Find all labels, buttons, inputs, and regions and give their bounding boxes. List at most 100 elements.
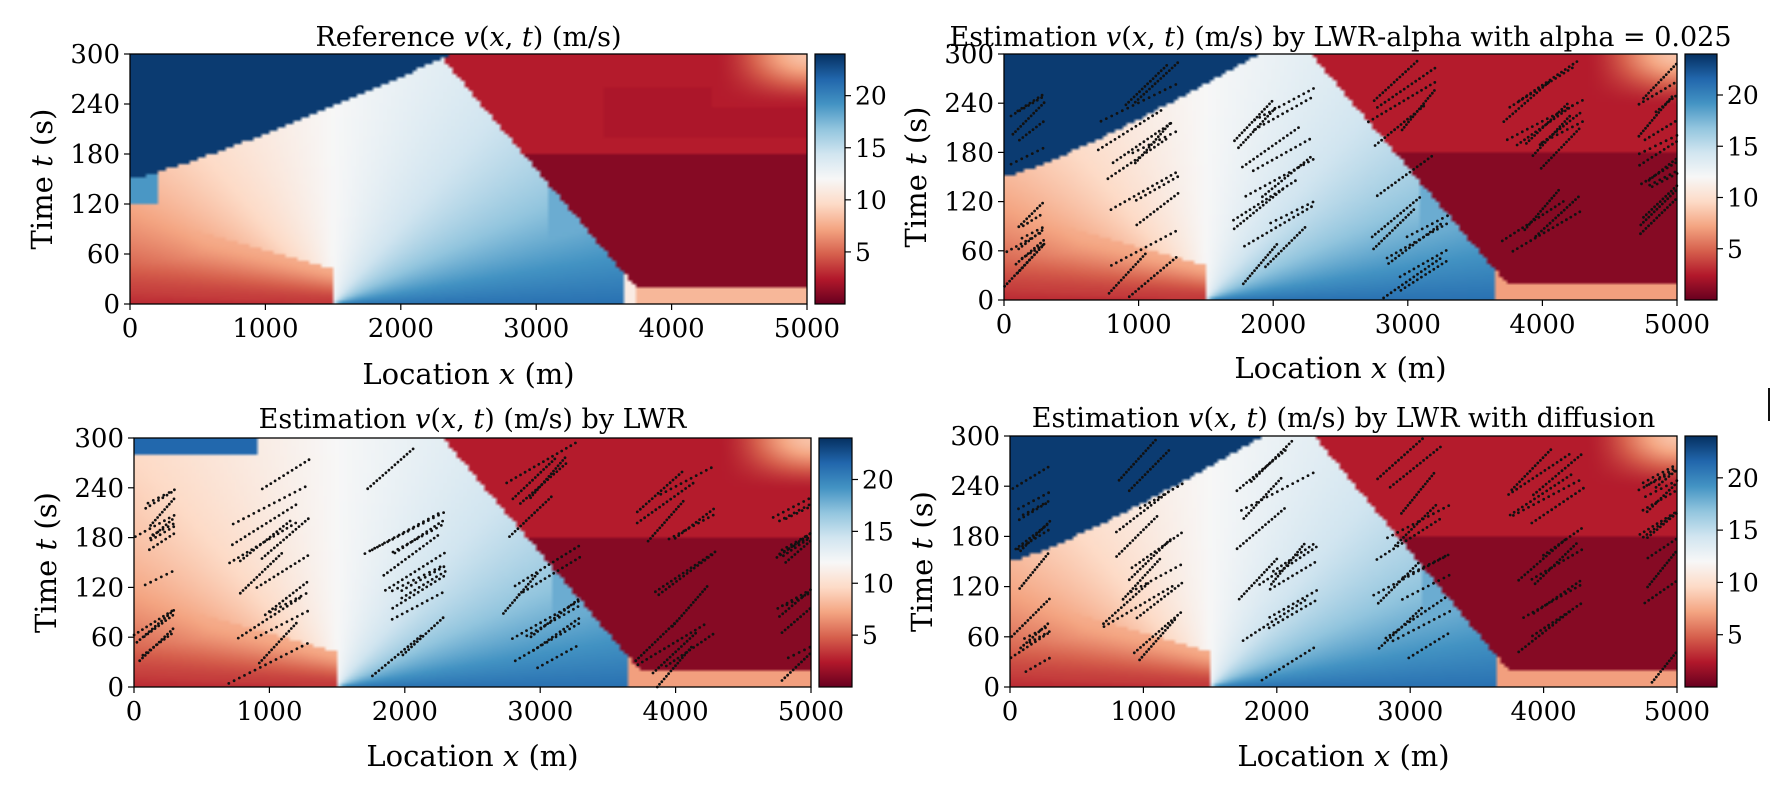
observation-dot <box>1135 223 1139 227</box>
observation-dot <box>286 508 289 512</box>
observation-dot <box>232 558 236 562</box>
observation-dot <box>1521 226 1524 230</box>
observation-dot <box>1652 527 1656 531</box>
observation-dot <box>1121 132 1125 136</box>
observation-dot <box>434 557 438 560</box>
observation-dot <box>532 465 536 469</box>
observation-dot <box>1309 602 1312 606</box>
observation-dot <box>1549 548 1553 552</box>
observation-dot <box>1311 158 1315 161</box>
observation-dot <box>1033 664 1037 668</box>
observation-dot <box>409 583 413 587</box>
observation-dot <box>783 628 787 632</box>
observation-dot <box>153 620 157 623</box>
observation-dot <box>1136 581 1140 585</box>
observation-dot <box>1412 617 1415 621</box>
observation-dot <box>1134 460 1138 463</box>
observation-dot <box>660 680 664 684</box>
observation-dot <box>1275 243 1279 246</box>
observation-dot <box>1156 271 1159 275</box>
observation-dot <box>1639 232 1642 236</box>
observation-dot <box>1278 569 1282 573</box>
observation-dot <box>269 519 272 523</box>
observation-dot <box>1156 143 1160 146</box>
observation-dot <box>1141 189 1145 193</box>
observation-dot <box>1662 588 1666 591</box>
observation-dot <box>708 510 712 514</box>
observation-dot <box>428 570 431 574</box>
observation-dot <box>1571 104 1574 108</box>
observation-dot <box>1408 469 1412 473</box>
observation-dot <box>1176 613 1179 617</box>
observation-dot <box>237 676 241 680</box>
observation-dot <box>1413 534 1416 537</box>
observation-dot <box>411 447 415 451</box>
observation-dot <box>1375 96 1379 100</box>
observation-dot <box>294 599 297 603</box>
observation-dot <box>1376 477 1379 481</box>
observation-dot <box>789 543 793 546</box>
observation-dot <box>1662 75 1666 79</box>
observation-dot <box>1424 273 1427 276</box>
observation-dot <box>785 545 789 549</box>
observation-dot <box>1125 470 1128 474</box>
observation-dot <box>1028 101 1032 105</box>
observation-dot <box>235 540 239 544</box>
observation-dot <box>547 498 550 501</box>
observation-dot <box>1021 624 1024 628</box>
observation-dot <box>1413 496 1416 499</box>
observation-dot <box>1565 117 1569 121</box>
observation-dot <box>1672 553 1675 557</box>
observation-dot <box>1560 145 1563 149</box>
observation-dot <box>1652 219 1656 223</box>
observation-dot <box>1411 201 1415 205</box>
observation-dot <box>400 560 404 564</box>
observation-dot <box>1127 468 1131 471</box>
observation-dot <box>1581 99 1584 102</box>
observation-dot <box>430 559 434 563</box>
observation-dot <box>778 615 781 618</box>
observation-dot <box>157 496 160 500</box>
observation-dot <box>1654 551 1658 554</box>
observation-dot <box>1380 239 1383 243</box>
observation-dot <box>1426 97 1430 100</box>
observation-dot <box>1134 124 1138 128</box>
observation-dot <box>148 527 152 531</box>
observation-dot <box>1568 535 1572 538</box>
observation-dot <box>291 591 295 595</box>
observation-dot <box>1658 200 1662 204</box>
observation-dot <box>1567 106 1571 110</box>
observation-dot <box>529 496 532 500</box>
observation-dot <box>1569 547 1573 551</box>
observation-dot <box>1144 562 1148 566</box>
observation-dot <box>1154 132 1157 136</box>
observation-dot <box>1669 67 1673 71</box>
observation-dot <box>1544 161 1548 165</box>
observation-dot <box>1405 123 1408 126</box>
observation-dot <box>1142 528 1145 532</box>
observation-dot <box>1146 279 1150 283</box>
observation-dot <box>435 575 438 579</box>
observation-dot <box>1029 114 1033 118</box>
observation-dot <box>1281 618 1285 622</box>
observation-dot <box>1398 275 1402 279</box>
observation-dot <box>366 487 370 491</box>
observation-dot <box>1046 500 1050 503</box>
observation-dot <box>1663 664 1667 668</box>
observation-dot <box>1174 83 1178 86</box>
observation-dot <box>1308 137 1312 141</box>
observation-dot <box>1030 256 1034 259</box>
observation-dot <box>1163 595 1166 598</box>
observation-dot <box>1250 480 1253 483</box>
observation-dot <box>1134 592 1138 596</box>
observation-dot <box>1429 643 1432 646</box>
observation-dot <box>699 561 703 565</box>
observation-dot <box>696 564 700 567</box>
axes-frame <box>133 437 812 688</box>
observation-dot <box>1549 486 1553 490</box>
observation-dot <box>1270 493 1274 496</box>
observation-dot <box>400 650 403 654</box>
observation-dot <box>650 643 654 647</box>
observation-dot <box>1383 225 1387 228</box>
observation-dot <box>1274 142 1278 145</box>
